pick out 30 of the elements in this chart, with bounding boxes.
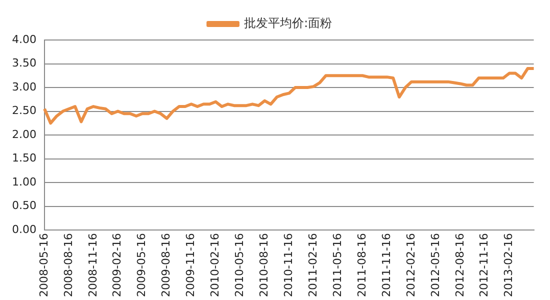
x-tick-label: 2010-05-16	[233, 233, 246, 298]
y-tick-label: 2.50	[12, 104, 36, 118]
x-tick-label: 2011-05-16	[330, 233, 344, 298]
y-tick-label: 0.00	[12, 222, 36, 236]
x-tick-label: 2010-08-16	[258, 233, 271, 298]
x-tick-label: 2008-05-16	[37, 233, 50, 298]
y-tick-label: 3.50	[12, 56, 36, 70]
y-tick-label: 4.00	[12, 32, 36, 46]
x-tick-label: 2012-11-16	[478, 233, 491, 298]
legend-label: 批发平均价:面粉	[244, 16, 332, 30]
x-tick-label: 2011-08-16	[355, 233, 368, 298]
y-tick-label: 1.50	[12, 152, 36, 165]
x-tick-label: 2008-08-16	[62, 233, 75, 298]
x-tick-label: 2009-05-16	[135, 233, 148, 298]
y-tick-label: 0.50	[12, 199, 36, 212]
x-tick-label: 2012-08-16	[453, 233, 466, 298]
y-tick-label: 1.00	[12, 175, 36, 188]
x-tick-label: 2011-11-16	[380, 233, 393, 298]
x-tick-label: 2011-02-16	[306, 233, 320, 298]
x-tick-label: 2009-11-16	[184, 233, 198, 298]
x-tick-label: 2012-05-16	[428, 233, 442, 298]
x-tick-label: 2012-02-16	[404, 233, 418, 298]
x-tick-label: 2009-08-16	[160, 233, 173, 298]
y-tick-label: 3.00	[12, 80, 36, 94]
x-tick-label: 2008-11-16	[86, 233, 100, 298]
x-tick-label: 2010-02-16	[208, 233, 222, 298]
x-tick-label: 2013-02-16	[502, 233, 516, 298]
y-tick-label: 2.00	[12, 128, 36, 141]
x-tick-label: 2009-02-16	[110, 233, 124, 298]
x-tick-label: 2010-11-16	[282, 233, 296, 298]
